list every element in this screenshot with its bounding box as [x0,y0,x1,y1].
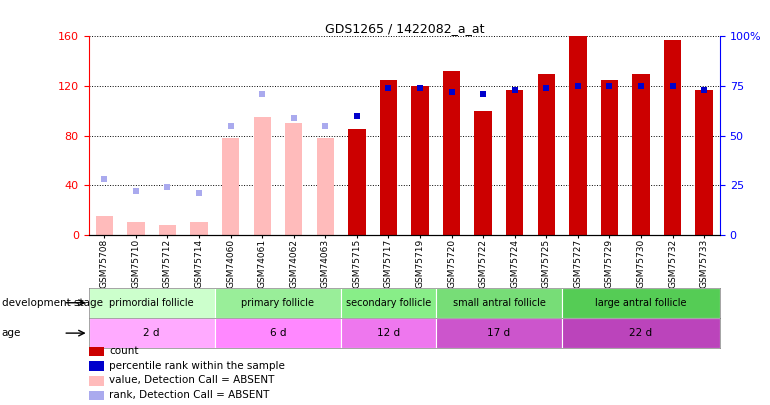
Text: 6 d: 6 d [270,328,286,338]
Bar [215,288,341,318]
Bar [348,130,366,235]
Text: rank, Detection Call = ABSENT: rank, Detection Call = ABSENT [109,390,270,400]
Bar [380,80,397,235]
Text: large antral follicle: large antral follicle [595,298,687,308]
Bar [159,225,176,235]
Text: value, Detection Call = ABSENT: value, Detection Call = ABSENT [109,375,275,386]
Text: 12 d: 12 d [377,328,400,338]
Bar [341,318,436,348]
Bar [190,222,208,235]
Bar [127,222,145,235]
Bar [89,361,105,371]
Text: count: count [109,346,139,356]
Text: small antral follicle: small antral follicle [453,298,545,308]
Bar [632,74,650,235]
Bar [695,90,713,235]
Bar [411,86,429,235]
Bar [89,391,105,401]
Bar [569,36,587,235]
Text: 2 d: 2 d [143,328,160,338]
Bar [285,123,303,235]
Bar [316,138,334,235]
Bar [436,318,562,348]
Text: development stage: development stage [2,298,102,308]
Bar [215,318,341,348]
Bar [601,80,618,235]
Text: percentile rank within the sample: percentile rank within the sample [109,361,285,371]
Text: 22 d: 22 d [629,328,653,338]
Bar [95,216,113,235]
Bar [436,288,562,318]
Text: primordial follicle: primordial follicle [109,298,194,308]
Bar [474,111,492,235]
Text: age: age [2,328,21,338]
Bar [89,347,105,356]
Text: primary follicle: primary follicle [242,298,314,308]
Bar [222,138,239,235]
Bar [562,288,720,318]
Text: 17 d: 17 d [487,328,511,338]
Bar [506,90,524,235]
Bar [537,74,555,235]
Bar [89,288,215,318]
Title: GDS1265 / 1422082_a_at: GDS1265 / 1422082_a_at [324,22,484,35]
Bar [89,318,215,348]
Text: secondary follicle: secondary follicle [346,298,431,308]
Bar [253,117,271,235]
Bar [443,71,460,235]
Bar [89,376,105,386]
Bar [562,318,720,348]
Bar [664,40,681,235]
Bar [341,288,436,318]
